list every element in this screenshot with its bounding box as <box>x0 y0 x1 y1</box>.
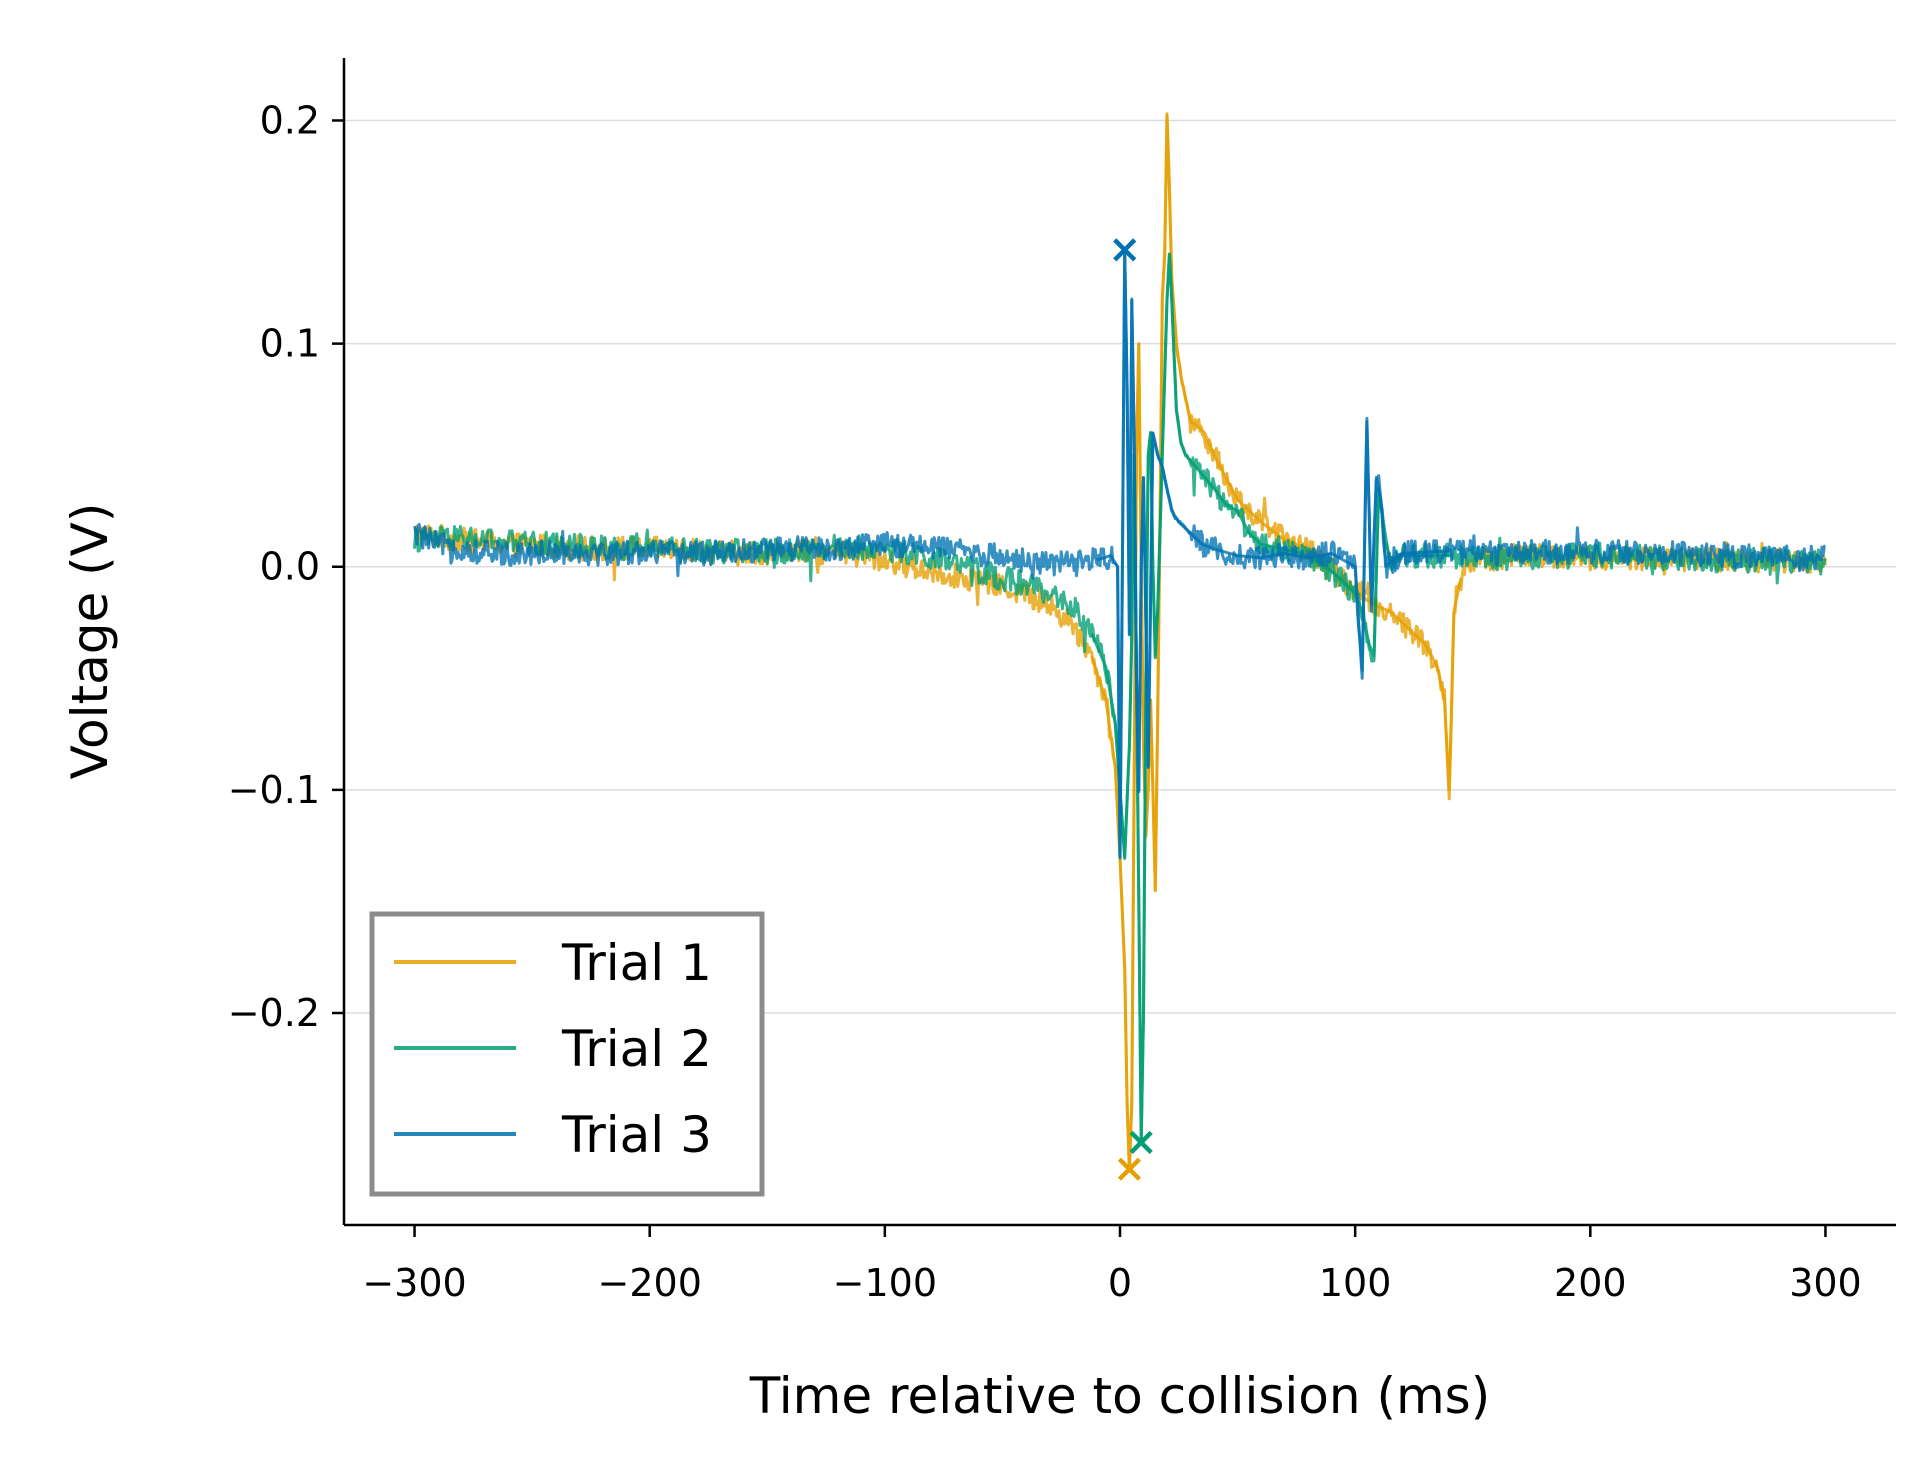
x-tick-label: 200 <box>1554 1261 1627 1305</box>
legend: Trial 1 Trial 2 Trial 3 <box>369 911 765 1197</box>
legend-label: Trial 3 <box>561 1106 712 1164</box>
legend-label: Trial 2 <box>561 1020 712 1078</box>
grid <box>344 119 1896 1014</box>
x-axis-ticks: −300 −200 −100 0 100 200 300 <box>362 1225 1862 1305</box>
x-axis-label: Time relative to collision (ms) <box>749 1367 1490 1425</box>
extreme-markers <box>1113 238 1153 1181</box>
extreme-marker <box>1117 1157 1142 1181</box>
y-tick-label: −0.1 <box>228 768 320 812</box>
legend-label: Trial 1 <box>561 934 712 992</box>
x-tick-label: −200 <box>598 1261 702 1305</box>
series-spike-line <box>1096 248 1450 859</box>
y-tick-label: −0.2 <box>228 991 320 1035</box>
x-tick-label: −300 <box>362 1261 466 1305</box>
extreme-marker <box>1113 238 1137 262</box>
extreme-marker <box>1129 1130 1153 1155</box>
y-tick-label: 0.0 <box>260 545 320 589</box>
x-tick-label: 100 <box>1319 1261 1392 1305</box>
y-axis-ticks: −0.2 −0.1 0.0 0.1 0.2 <box>228 98 344 1035</box>
series-spike-line <box>1090 112 1463 1171</box>
y-tick-label: 0.1 <box>260 322 320 366</box>
x-tick-label: −100 <box>833 1261 937 1305</box>
y-tick-label: 0.2 <box>260 98 320 142</box>
x-tick-label: 300 <box>1789 1261 1862 1305</box>
y-axis-label: Voltage (V) <box>61 503 119 780</box>
x-tick-label: 0 <box>1108 1261 1132 1305</box>
